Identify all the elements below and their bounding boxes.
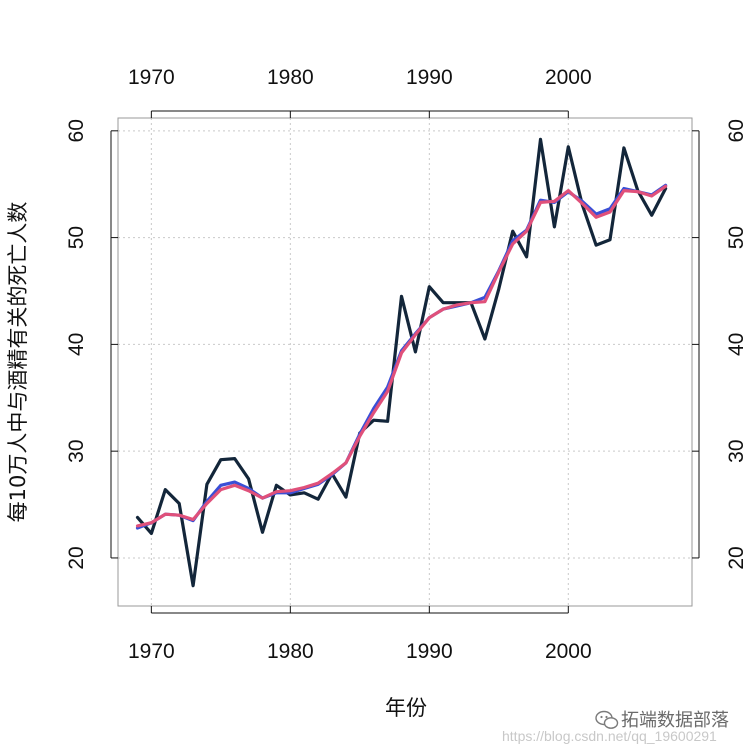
- y-tick-label-left: 50: [65, 226, 88, 249]
- series-line-3: [135, 184, 668, 528]
- watermark-name: 拓端数据部落: [621, 710, 729, 731]
- y-tick-label-right: 50: [725, 226, 748, 249]
- x-tick-label-bottom: 1970: [128, 640, 175, 663]
- y-tick-label-left: 20: [65, 546, 88, 569]
- x-tick-label-top: 1970: [128, 66, 175, 89]
- y-tick-label-right: 60: [725, 119, 748, 142]
- x-tick-label-bottom: 1990: [406, 640, 453, 663]
- series-lines: [135, 137, 668, 588]
- y-tick-label-left: 40: [65, 333, 88, 356]
- x-axis-title: 年份: [385, 696, 427, 720]
- y-tick-label-right: 40: [725, 333, 748, 356]
- y-tick-label-right: 20: [725, 546, 748, 569]
- watermark-url: https://blog.csdn.net/qq_19600291: [502, 728, 717, 744]
- grid: [118, 118, 692, 606]
- x-tick-label-bottom: 1980: [267, 640, 314, 663]
- x-tick-label-top: 1990: [406, 66, 453, 89]
- series-line-1: [135, 137, 668, 588]
- x-tick-label-top: 2000: [545, 66, 592, 89]
- y-tick-label-left: 30: [65, 439, 88, 462]
- x-tick-label-top: 1980: [267, 66, 314, 89]
- watermark: 拓端数据部落 https://blog.csdn.net/qq_19600291: [502, 710, 729, 744]
- x-tick-label-bottom: 2000: [545, 640, 592, 663]
- wechat-icon: [595, 710, 619, 729]
- plot-frame: [117, 117, 693, 607]
- y-tick-label-right: 30: [725, 439, 748, 462]
- y-axis-title: 每10万人中与酒精有关的死亡人数: [6, 202, 30, 523]
- y-tick-label-left: 60: [65, 119, 88, 142]
- axes: 1970 1970 1980 1980 1990 1990 2000 2000 20 20 30 30…: [65, 66, 748, 663]
